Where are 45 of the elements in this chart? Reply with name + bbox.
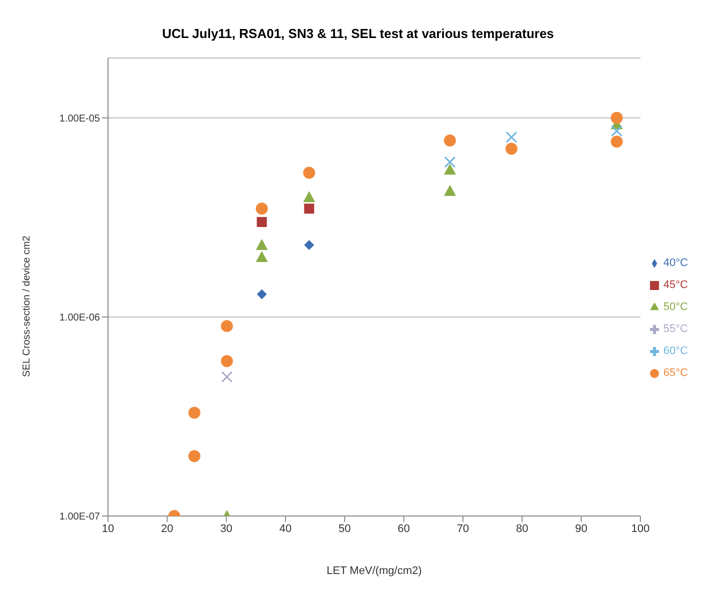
point [303, 166, 316, 179]
legend-label: 50°C [663, 301, 688, 313]
x-tick-label: 90 [575, 522, 588, 535]
point [610, 136, 623, 148]
legend-label: 65°C [663, 367, 688, 379]
point [444, 164, 456, 175]
point [304, 240, 314, 250]
point [444, 156, 456, 168]
legend-label: 55°C [663, 323, 688, 335]
point [220, 320, 233, 332]
point [256, 216, 267, 227]
x-tick-label: 40 [279, 522, 292, 535]
x-tick-label: 80 [516, 522, 528, 535]
x-tick-label: 50 [338, 522, 351, 535]
point [256, 251, 268, 262]
legend-label: 60°C [663, 345, 688, 357]
x-tick-label: 70 [456, 522, 470, 535]
point [304, 204, 314, 214]
point [188, 450, 200, 462]
point [506, 131, 518, 143]
point [256, 202, 268, 215]
point [256, 238, 268, 250]
point [610, 112, 623, 124]
y-tick-label: 1.00E-05 [59, 113, 100, 124]
point [303, 191, 316, 202]
legend-label: 40°C [663, 257, 688, 269]
point [505, 142, 518, 155]
x-tick-label: 60 [398, 522, 410, 535]
point [611, 125, 623, 137]
x-tick-label: 10 [102, 522, 114, 535]
x-axis-title: LET MeV/(mg/cm2) [326, 565, 422, 577]
point [220, 355, 233, 368]
point [256, 289, 267, 300]
y-tick-label: 1.00E-07 [59, 512, 100, 523]
point [444, 134, 456, 147]
y-axis-title: SEL Cross-section / device cm2 [22, 235, 33, 377]
x-tick-label: 20 [161, 522, 174, 535]
point [221, 371, 233, 383]
x-tick-label: 100 [631, 522, 650, 535]
legend-label: 45°C [663, 279, 688, 291]
y-tick-label: 1.00E-06 [59, 312, 100, 324]
point [444, 184, 456, 196]
chart-title: UCL July11, RSA01, SN3 & 11, SEL test at various temperatures [161, 25, 555, 43]
x-tick-label: 30 [220, 522, 232, 535]
point [188, 406, 200, 419]
